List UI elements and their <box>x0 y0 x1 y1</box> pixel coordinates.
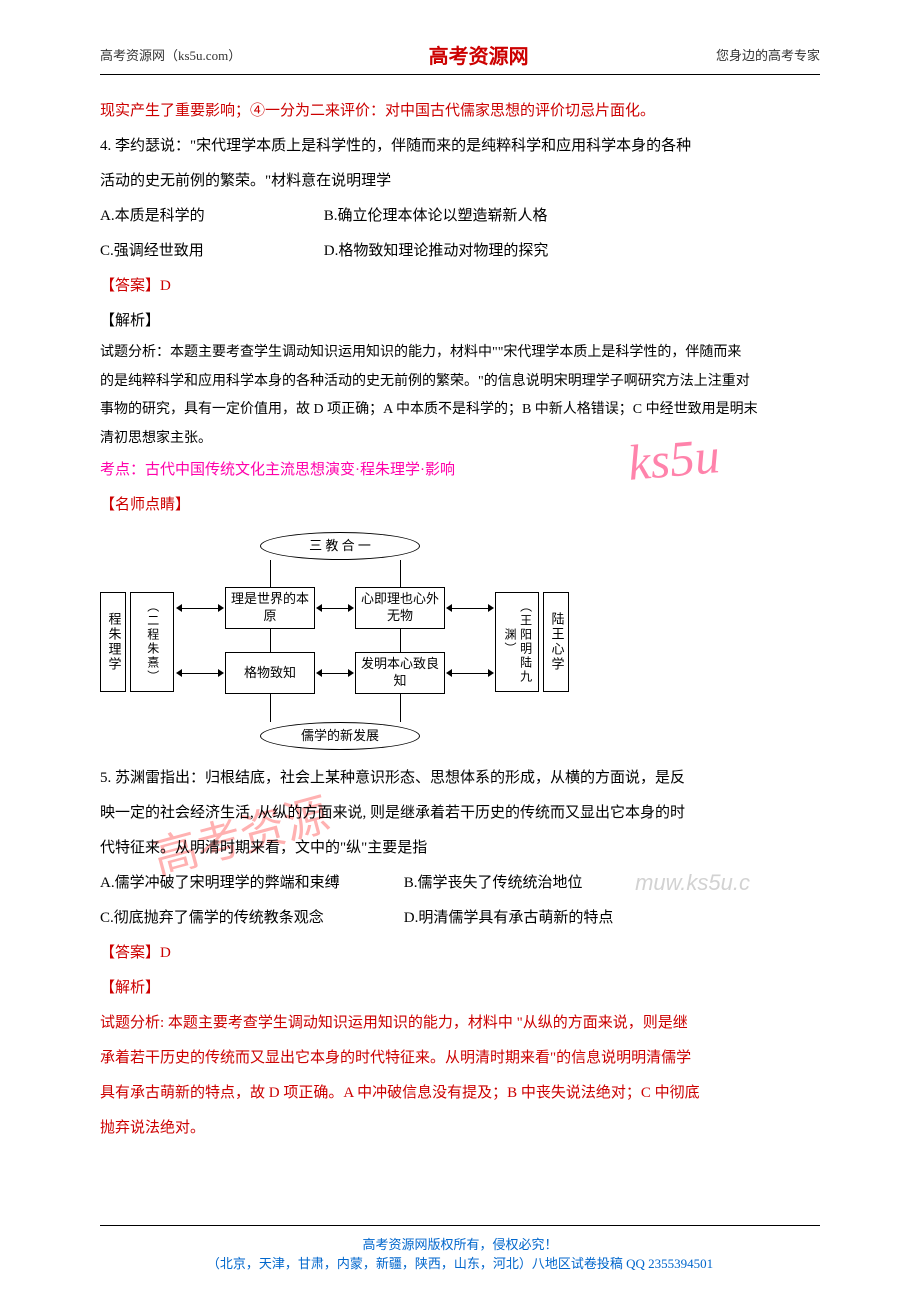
q5-stem-line2: 映一定的社会经济生活, 从纵的方面来说, 则是继承着若干历史的传统而又显出它本身… <box>100 797 820 830</box>
footer-copyright: 高考资源网版权所有，侵权必究！ <box>100 1234 820 1253</box>
q4-analysis-3: 事物的研究，具有一定价值用，故 D 项正确；A 中本质不是科学的；B 中新人格错… <box>100 397 820 424</box>
page-header: 高考资源网（ks5u.com） 高考资源网 您身边的高考专家 <box>100 40 820 75</box>
q5-option-b: B.儒学丧失了传统统治地位 <box>404 875 583 891</box>
line-icon <box>400 560 401 587</box>
intro-red-line: 现实产生了重要影响；④一分为二来评价：对中国古代儒家思想的评价切忌片面化。 <box>100 95 820 128</box>
diagram-bottom-ellipse: 儒学的新发展 <box>260 722 420 750</box>
diagram-right-inner: （王阳明陆九渊） <box>495 592 539 692</box>
page-footer: 高考资源网版权所有，侵权必究！ （北京，天津，甘肃，内蒙，新疆，陕西，山东，河北… <box>100 1225 820 1272</box>
q5-stem-line3: 代特征来。从明清时期来看，文中的"纵"主要是指 <box>100 832 820 865</box>
q4-answer: 【答案】D <box>100 270 820 303</box>
q4-option-d: D.格物致知理论推动对物理的探究 <box>324 235 549 268</box>
q4-options-row2: C.强调经世致用 D.格物致知理论推动对物理的探究 <box>100 235 820 268</box>
q4-option-a: A.本质是科学的 <box>100 200 320 233</box>
q4-stem-line2: 活动的史无前例的繁荣。"材料意在说明理学 <box>100 165 820 198</box>
header-right-text: 您身边的高考专家 <box>716 45 820 64</box>
q4-option-c: C.强调经世致用 <box>100 235 320 268</box>
line-icon <box>270 694 271 722</box>
line-icon <box>400 694 401 722</box>
q5-analysis-label: 【解析】 <box>100 972 820 1005</box>
diagram-right-outer: 陆王心学 <box>543 592 569 692</box>
footer-contact: （北京，天津，甘肃，内蒙，新疆，陕西，山东，河北）八地区试卷投稿 QQ 2355… <box>100 1253 820 1272</box>
q4-stem-line1: 4. 李约瑟说："宋代理学本质上是科学性的，伴随而来的是纯粹科学和应用科学本身的… <box>100 130 820 163</box>
line-icon <box>400 629 401 652</box>
q4-options-row1: A.本质是科学的 B.确立伦理本体论以塑造崭新人格 <box>100 200 820 233</box>
diagram-top-ellipse: 三 教 合 一 <box>260 532 420 560</box>
q4-analysis-label: 【解析】 <box>100 305 820 338</box>
arrow-icon <box>182 673 218 674</box>
q5-analysis-1: 试题分析: 本题主要考查学生调动知识运用知识的能力，材料中 "从纵的方面来说，则… <box>100 1007 820 1040</box>
q4-kaodian: 考点：古代中国传统文化主流思想演变·程朱理学·影响 <box>100 454 820 487</box>
q4-analysis-4: 清初思想家主张。 <box>100 426 820 453</box>
q5-analysis-4: 抛弃说法绝对。 <box>100 1112 820 1145</box>
arrow-icon <box>452 673 488 674</box>
q4-analysis-1: 试题分析：本题主要考查学生调动知识运用知识的能力，材料中""宋代理学本质上是科学… <box>100 340 820 367</box>
q5-options-row2: C.彻底抛弃了儒学的传统教条观念 D.明清儒学具有承古萌新的特点 <box>100 902 820 935</box>
diagram-mid-bot-right: 发明本心致良知 <box>355 652 445 694</box>
q5-option-d: D.明清儒学具有承古萌新的特点 <box>404 910 614 926</box>
header-center-logo: 高考资源网 <box>429 40 529 69</box>
q5-analysis-2: 承着若干历史的传统而又显出它本身的时代特征来。从明清时期来看"的信息说明明清儒学 <box>100 1042 820 1075</box>
diagram-mid-top-left: 理是世界的本原 <box>225 587 315 629</box>
q5-options-row1: A.儒学冲破了宋明理学的弊端和束缚 B.儒学丧失了传统统治地位 <box>100 867 820 900</box>
header-left-text: 高考资源网（ks5u.com） <box>100 45 241 64</box>
q5-stem-line1: 5. 苏渊雷指出：归根结底，社会上某种意识形态、思想体系的形成，从横的方面说，是… <box>100 762 820 795</box>
line-icon <box>270 629 271 652</box>
arrow-icon <box>182 608 218 609</box>
arrow-icon <box>322 673 348 674</box>
arrow-icon <box>322 608 348 609</box>
main-content: 现实产生了重要影响；④一分为二来评价：对中国古代儒家思想的评价切忌片面化。 4.… <box>100 95 820 1145</box>
concept-diagram: 三 教 合 一 程朱理学 （二程朱熹） 理是世界的本原 心即理也心外无物 格物致… <box>100 532 580 752</box>
diagram-left-outer: 程朱理学 <box>100 592 126 692</box>
arrow-icon <box>452 608 488 609</box>
line-icon <box>270 560 271 587</box>
q5-analysis-3: 具有承古萌新的特点，故 D 项正确。A 中冲破信息没有提及；B 中丧失说法绝对；… <box>100 1077 820 1110</box>
q5-answer: 【答案】D <box>100 937 820 970</box>
q4-tip-label: 【名师点睛】 <box>100 489 820 522</box>
q4-option-b: B.确立伦理本体论以塑造崭新人格 <box>324 200 548 233</box>
q5-option-c: C.彻底抛弃了儒学的传统教条观念 <box>100 902 400 935</box>
diagram-mid-bot-left: 格物致知 <box>225 652 315 694</box>
q5-option-a: A.儒学冲破了宋明理学的弊端和束缚 <box>100 867 400 900</box>
diagram-left-inner: （二程朱熹） <box>130 592 174 692</box>
q4-analysis-2: 的是纯粹科学和应用科学本身的各种活动的史无前例的繁荣。"的信息说明宋明理学子啊研… <box>100 369 820 396</box>
diagram-mid-top-right: 心即理也心外无物 <box>355 587 445 629</box>
